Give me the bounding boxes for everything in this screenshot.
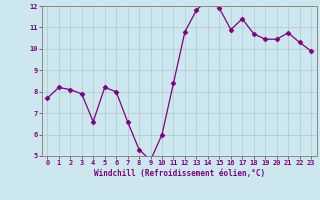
X-axis label: Windchill (Refroidissement éolien,°C): Windchill (Refroidissement éolien,°C): [94, 169, 265, 178]
